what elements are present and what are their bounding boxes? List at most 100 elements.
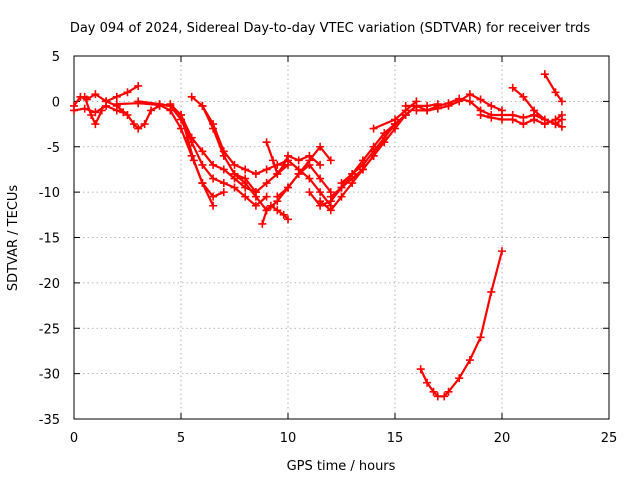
data-point xyxy=(155,100,164,109)
data-point xyxy=(80,92,89,101)
data-point xyxy=(391,115,399,124)
series-trace-26 xyxy=(416,247,506,401)
data-point xyxy=(258,219,267,228)
data-point xyxy=(557,115,566,124)
data-point xyxy=(316,188,325,197)
data-point xyxy=(262,138,271,147)
data-point xyxy=(423,106,432,115)
series-trace-20 xyxy=(401,94,539,122)
data-point xyxy=(80,104,89,113)
series-line xyxy=(340,102,439,185)
data-point xyxy=(230,169,239,178)
data-point xyxy=(241,179,250,188)
x-tick-label: 10 xyxy=(280,431,297,446)
data-point xyxy=(241,165,250,174)
data-point xyxy=(337,192,346,201)
data-point xyxy=(326,192,335,201)
data-point xyxy=(305,174,314,183)
y-tick-label: -35 xyxy=(39,413,60,428)
series-trace-13 xyxy=(262,138,325,178)
data-point xyxy=(519,120,528,129)
data-point xyxy=(305,188,314,197)
x-tick-label: 5 xyxy=(177,431,185,446)
data-point xyxy=(557,122,566,131)
data-point xyxy=(209,120,218,129)
data-point xyxy=(551,120,560,129)
data-point xyxy=(284,215,292,224)
axis-ticks: 0 5 10 15 20 25 5 0 -5 -10 -15 -20 -25 -30 -35 xyxy=(39,50,618,446)
data-point xyxy=(147,106,156,115)
data-point xyxy=(140,120,149,129)
data-point xyxy=(358,156,367,165)
data-point xyxy=(476,95,485,104)
y-tick-label: -10 xyxy=(39,186,60,201)
series-trace-14 xyxy=(273,142,335,201)
y-tick-label: -30 xyxy=(39,368,60,383)
data-point xyxy=(209,160,218,169)
y-tick-label: 0 xyxy=(52,95,60,110)
data-point xyxy=(294,169,303,178)
data-point xyxy=(134,81,143,90)
data-point xyxy=(262,179,271,188)
series-trace-21 xyxy=(412,90,506,115)
series-line xyxy=(419,250,504,398)
grid xyxy=(74,56,609,419)
data-point xyxy=(219,147,228,156)
data-point xyxy=(273,169,282,178)
series-trace-18 xyxy=(337,100,442,188)
data-point xyxy=(423,378,432,387)
data-point xyxy=(498,106,506,115)
data-point xyxy=(530,110,539,119)
data-point xyxy=(316,160,325,169)
data-point xyxy=(251,169,260,178)
x-tick-label: 0 xyxy=(70,431,78,446)
series-trace-24 xyxy=(530,110,566,131)
data-point xyxy=(183,133,192,142)
data-point xyxy=(369,151,378,160)
series-line xyxy=(532,113,564,128)
data-point xyxy=(209,201,218,210)
data-point xyxy=(337,179,346,188)
data-point xyxy=(70,106,78,115)
data-point xyxy=(198,101,207,110)
data-point xyxy=(112,100,121,109)
data-point xyxy=(230,183,239,192)
data-point xyxy=(348,169,357,178)
data-point xyxy=(487,287,496,296)
data-point xyxy=(134,97,143,106)
x-axis-label: GPS time / hours xyxy=(287,459,396,474)
data-point xyxy=(412,106,421,115)
data-point xyxy=(230,160,239,169)
data-point xyxy=(476,110,485,119)
series-trace-12 xyxy=(258,201,292,228)
y-tick-label: -15 xyxy=(39,232,60,247)
data-point xyxy=(87,110,96,119)
data-point xyxy=(251,192,260,201)
data-point xyxy=(273,206,282,215)
data-point xyxy=(326,206,335,215)
data-point xyxy=(316,142,325,151)
data-point xyxy=(519,92,528,101)
x-tick-label: 25 xyxy=(601,431,618,446)
data-point xyxy=(316,174,325,183)
data-point xyxy=(508,83,517,92)
series-line xyxy=(511,86,564,126)
x-tick-label: 20 xyxy=(494,431,511,446)
data-point xyxy=(262,165,271,174)
data-point xyxy=(209,192,218,201)
chart-title: Day 094 of 2024, Sidereal Day-to-day VTE… xyxy=(70,21,591,36)
y-tick-label: -5 xyxy=(47,141,60,156)
data-point xyxy=(508,115,517,124)
data-point xyxy=(498,115,506,124)
data-point xyxy=(369,142,378,151)
series-line xyxy=(169,102,225,198)
data-point xyxy=(284,183,292,192)
data-point xyxy=(358,165,367,174)
data-point xyxy=(219,179,228,188)
data-point xyxy=(102,97,111,106)
data-point xyxy=(91,108,100,117)
data-point xyxy=(198,160,207,169)
series-trace-8 xyxy=(166,100,228,201)
data-point xyxy=(401,101,410,110)
